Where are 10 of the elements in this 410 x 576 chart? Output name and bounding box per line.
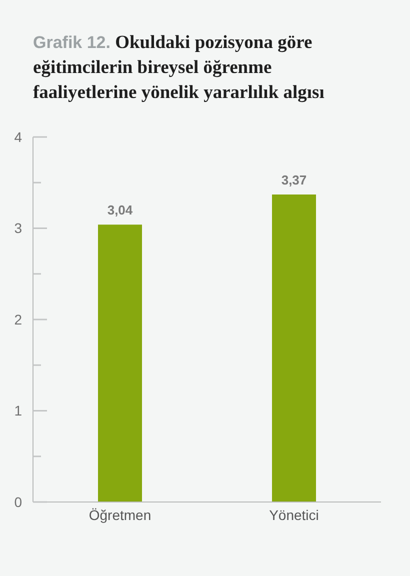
y-tick-label: 3 <box>14 220 22 236</box>
y-tick-label: 0 <box>14 494 22 510</box>
x-tick-label: Yönetici <box>269 506 319 523</box>
data-label: 3,37 <box>281 172 307 188</box>
x-tick-label: Öğretmen <box>88 506 152 523</box>
chart-title: Grafik 12. Okuldaki pozisyona göre eğitimcilerin bireysel öğrenme faaliyetlerine yönelik yararlılık algısı <box>33 32 326 105</box>
y-tick-label: 2 <box>14 311 22 328</box>
y-tick-label: 1 <box>14 402 22 419</box>
data-label: 3,04 <box>107 202 134 218</box>
y-tick-label: 4 <box>14 128 22 145</box>
